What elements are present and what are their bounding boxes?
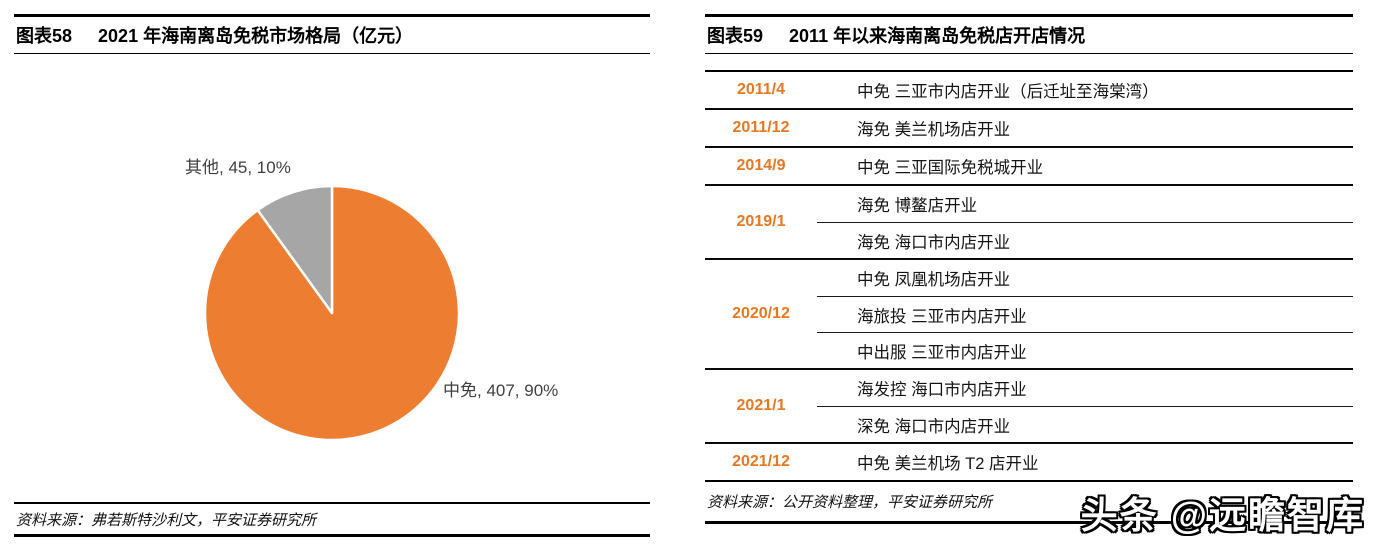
table-event-cell: 中出服 三亚市内店开业 (817, 332, 1353, 368)
table-events-col: 海发控 海口市内店开业深免 海口市内店开业 (817, 370, 1353, 442)
table-events-col: 中免 凤凰机场店开业海旅投 三亚市内店开业 中出服 三亚市内店开业 (817, 260, 1353, 368)
figure-58-label: 图表58 (16, 26, 73, 46)
table-date-cell: 2019/1 (736, 213, 786, 230)
store-openings-table: 2011/4 中免 三亚市内店开业（后迁址至海棠湾） 2011/12 海免 美兰机场店… (705, 70, 1353, 482)
pie-label-other: 其他, 45, 10% (185, 158, 291, 177)
table-group: 2014/9 中免 三亚国际免税城开业 (705, 146, 1353, 184)
table-events-col: 海免 博鳌店开业海免 海口市内店开业 (817, 186, 1353, 258)
pie-slice-其他 (256, 184, 334, 315)
table-date-cell: 2021/1 (736, 397, 786, 414)
pie-chart-area: 其他, 45, 10% 中免, 407, 90% (14, 54, 650, 504)
figure-58-title-row: 图表58 2021 年海南离岛免税市场格局（亿元） (14, 17, 650, 54)
table-event-cell: 中免 三亚国际免税城开业 (857, 159, 1044, 177)
figure-59-title: 2011 年以来海南离岛免税店开店情况 (789, 26, 1086, 46)
table-group: 2011/12 海免 美兰机场店开业 (705, 108, 1353, 146)
table-date-cell: 2011/12 (732, 119, 790, 136)
table-event-cell: 海免 海口市内店开业 (817, 222, 1353, 258)
figure-59-source: 资料来源：公开资料整理，平安证券研究所 (705, 482, 1353, 524)
figure-59-label: 图表59 (707, 26, 764, 46)
table-event-cell: 深免 海口市内店开业 (817, 406, 1353, 442)
table-events-col: 中免 三亚市内店开业（后迁址至海棠湾） (817, 72, 1353, 108)
figure-59-panel: 图表59 2011 年以来海南离岛免税店开店情况 2011/4 中免 三亚市内店开… (705, 14, 1353, 524)
table-group: 2020/12 中免 凤凰机场店开业海旅投 三亚市内店开业 中出服 三亚市内店开业 (705, 258, 1353, 368)
table-date-cell: 2021/12 (732, 453, 790, 470)
table-group: 2021/12 中免 美兰机场 T2 店开业 (705, 442, 1353, 480)
table-events-col: 中免 美兰机场 T2 店开业 (817, 444, 1353, 480)
table-event-cell: 海发控 海口市内店开业 (857, 381, 1027, 399)
figure-58-source: 资料来源：弗若斯特沙利文，平安证券研究所 (14, 504, 650, 537)
table-event-cell: 中免 美兰机场 T2 店开业 (857, 455, 1039, 473)
table-group: 2011/4 中免 三亚市内店开业（后迁址至海棠湾） (705, 72, 1353, 108)
table-group: 2019/1 海免 博鳌店开业海免 海口市内店开业 (705, 184, 1353, 258)
table-events-col: 中免 三亚国际免税城开业 (817, 148, 1353, 184)
table-date-cell: 2014/9 (736, 157, 786, 174)
watermark: 头条 @远瞻智库 (1080, 495, 1365, 536)
table-event-cell: 海旅投 三亚市内店开业 (817, 296, 1353, 332)
table-date-cell: 2011/4 (736, 81, 786, 98)
figure-59-title-row: 图表59 2011 年以来海南离岛免税店开店情况 (705, 17, 1353, 54)
table-event-cell: 海免 美兰机场店开业 (857, 121, 1011, 139)
title-table-gap (705, 54, 1353, 70)
figure-58-title: 2021 年海南离岛免税市场格局（亿元） (98, 26, 414, 46)
table-date-cell: 2020/12 (732, 305, 790, 322)
table-event-cell: 中免 凤凰机场店开业 (857, 271, 1011, 289)
table-group: 2021/1 海发控 海口市内店开业深免 海口市内店开业 (705, 368, 1353, 442)
pie-chart (203, 184, 461, 442)
figure-58-panel: 图表58 2021 年海南离岛免税市场格局（亿元） 其他, 45, 10% 中免… (14, 14, 650, 537)
pie-label-zhongmian: 中免, 407, 90% (443, 381, 559, 400)
table-events-col: 海免 美兰机场店开业 (817, 110, 1353, 146)
table-event-cell: 海免 博鳌店开业 (857, 197, 978, 215)
table-event-cell: 中免 三亚市内店开业（后迁址至海棠湾） (857, 83, 1159, 101)
